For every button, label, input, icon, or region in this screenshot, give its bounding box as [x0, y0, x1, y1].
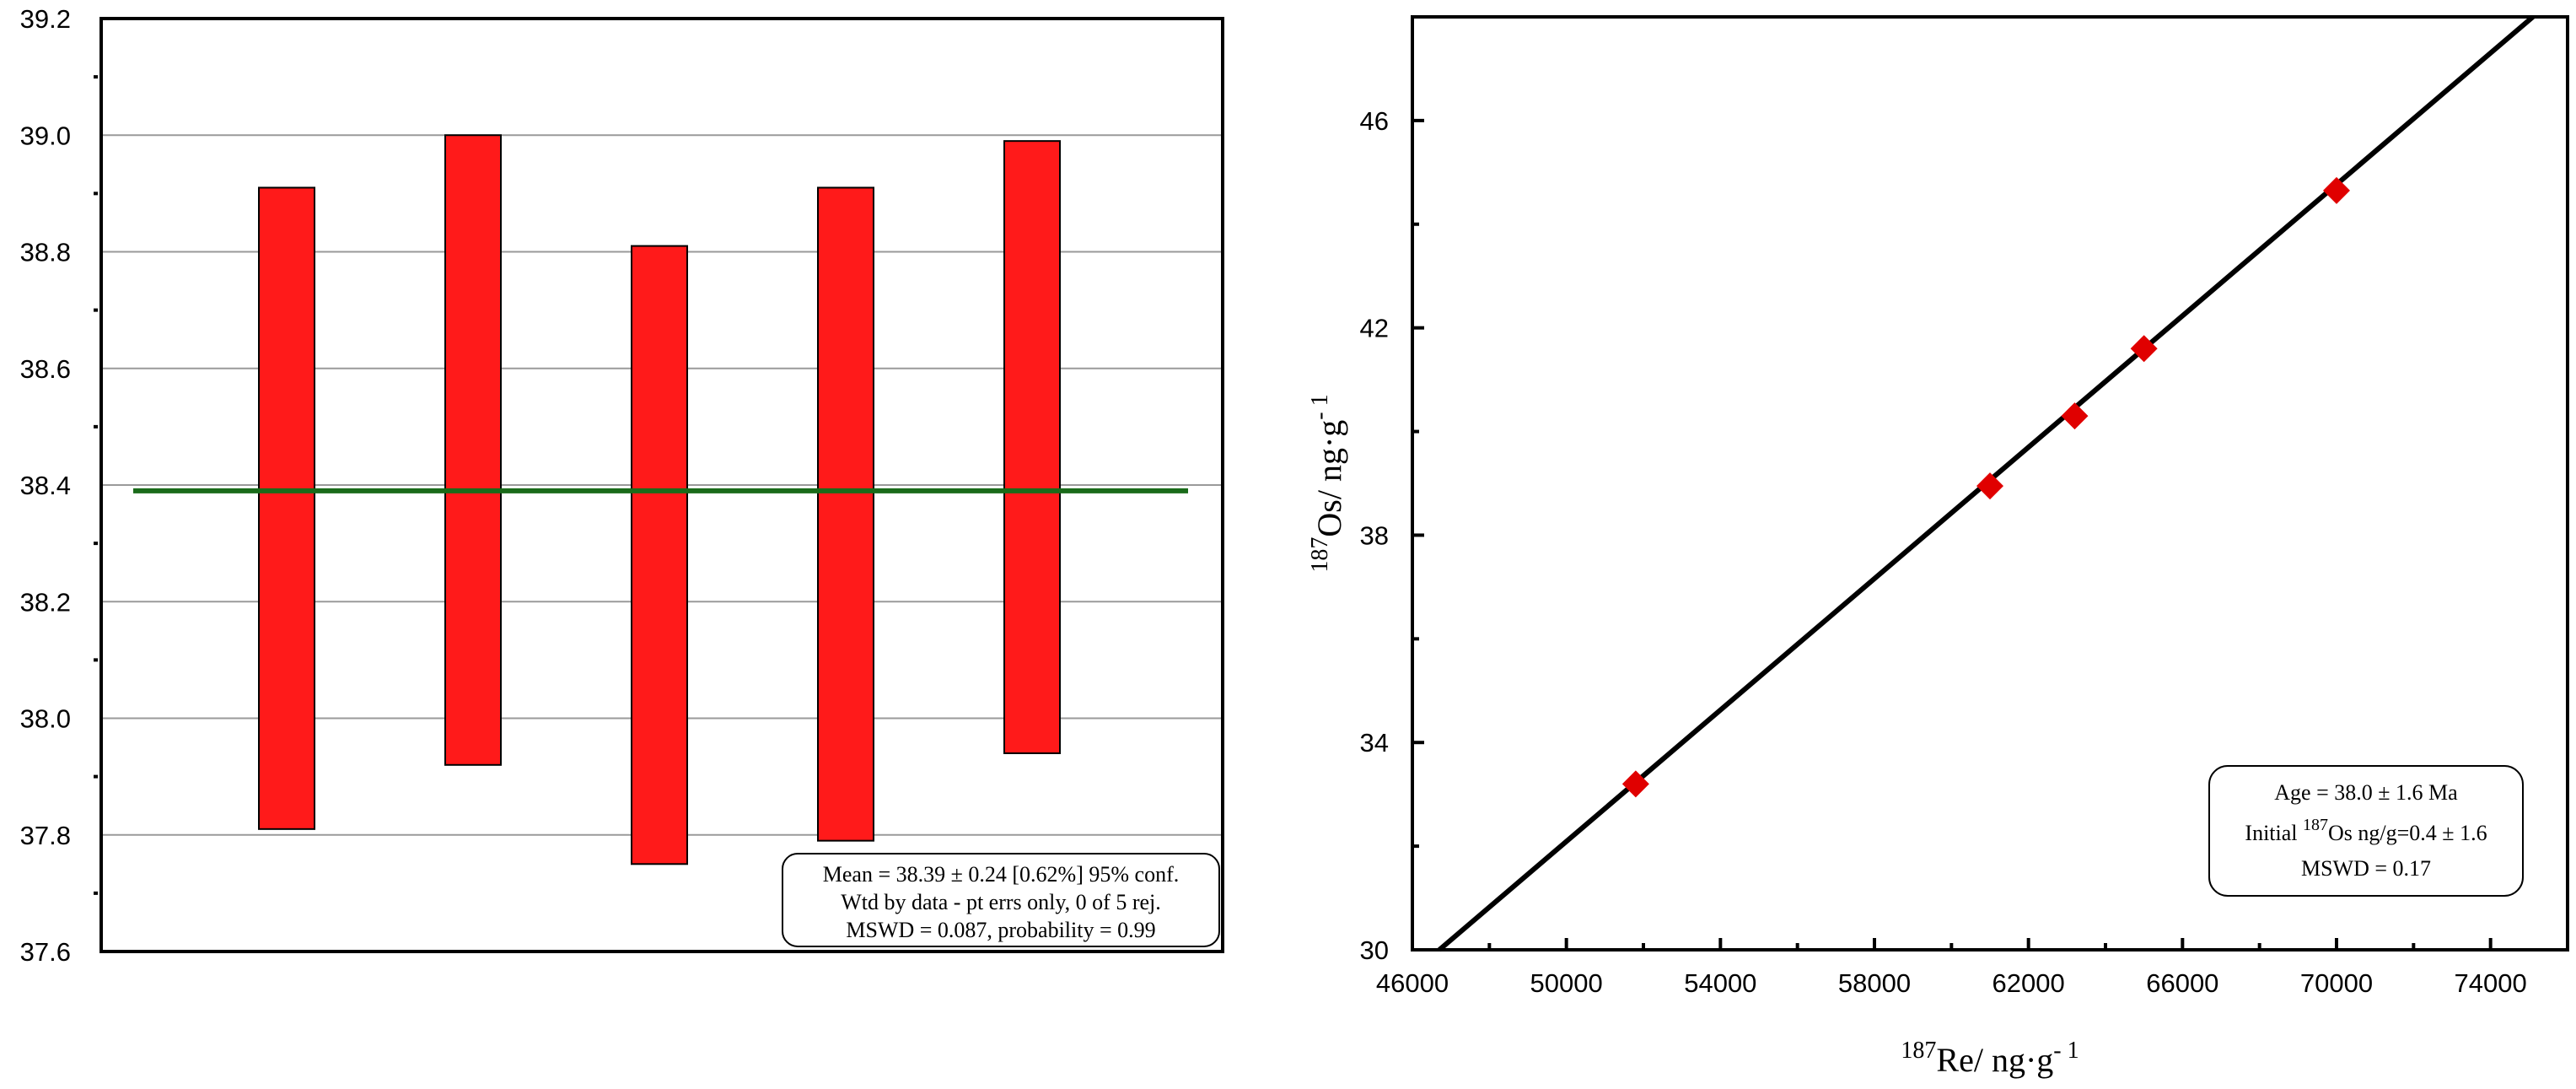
error-bar [444, 134, 502, 766]
left-plot-frame [99, 17, 1224, 953]
x-tick-label: 46000 [1376, 968, 1449, 998]
y-tick-label: 38.0 [20, 704, 71, 734]
annotation-weighting: Wtd by data - pt errs only, 0 of 5 rej. [841, 890, 1161, 914]
y-tick-label: 37.8 [20, 821, 71, 850]
y-tick-label: 42 [1360, 314, 1389, 343]
isochron-points [1621, 176, 2350, 798]
data-point [2061, 402, 2089, 430]
y-axis-title: 187Os/ ng·g- 1 [1307, 394, 1348, 572]
right-plot-frame [1411, 15, 2569, 952]
x-tick-label: 54000 [1684, 968, 1756, 998]
data-point [2323, 176, 2350, 204]
y-tick-label: 46 [1360, 106, 1389, 136]
left-annotation-box: Mean = 38.39 ± 0.24 [0.62%] 95% conf. Wt… [782, 853, 1220, 947]
x-tick-label: 58000 [1838, 968, 1911, 998]
y-tick-label: 38.8 [20, 238, 71, 267]
annotation-initial: Initial 187Os ng/g=0.4 ± 1.6 [2245, 816, 2487, 845]
right-ticks: 46000 50000 54000 58000 62000 66000 70000 74000… [1360, 106, 2527, 998]
annotation-mean: Mean = 38.39 ± 0.24 [0.62%] 95% conf. [823, 862, 1179, 887]
y-tick-label: 34 [1360, 728, 1389, 757]
error-bar [817, 186, 874, 842]
y-tick-label: 30 [1360, 935, 1389, 965]
x-tick-label: 66000 [2146, 968, 2218, 998]
y-tick-label: 38.2 [20, 587, 71, 617]
y-tick-label: 39.0 [20, 121, 71, 150]
y-tick-label: 37.6 [20, 937, 71, 967]
annotation-mswd: MSWD = 0.087, probability = 0.99 [846, 918, 1155, 942]
y-tick-label: 39.2 [20, 4, 71, 34]
y-tick-label: 38.4 [20, 471, 71, 500]
x-axis-title: 187Re/ ng·g- 1 [1901, 1038, 2079, 1079]
y-tick-label: 38.6 [20, 354, 71, 384]
left-y-ticks: 37.6 37.8 38.0 38.2 38.4 38.6 38.8 39.0 39.2 [20, 4, 98, 967]
annotation-iso-mswd: MSWD = 0.17 [2301, 856, 2431, 881]
error-bar [631, 245, 688, 865]
data-point [2130, 335, 2158, 363]
data-point [1621, 770, 1649, 798]
error-bar [1003, 140, 1061, 754]
data-point [1976, 472, 2003, 500]
x-tick-label: 62000 [1993, 968, 2065, 998]
error-bar [258, 186, 315, 830]
annotation-age: Age = 38.0 ± 1.6 Ma [2274, 780, 2458, 805]
isochron-chart: 46000 50000 54000 58000 62000 66000 70000 74000… [1307, 14, 2569, 1079]
left-bars [258, 134, 1061, 865]
x-tick-label: 74000 [2455, 968, 2527, 998]
weighted-mean-chart: 37.6 37.8 38.0 38.2 38.4 38.6 38.8 39.0 39.2 Mea… [20, 4, 1224, 967]
x-tick-label: 70000 [2300, 968, 2373, 998]
right-annotation-box: Age = 38.0 ± 1.6 Ma Initial 187Os ng/g=0… [2208, 765, 2524, 897]
x-tick-label: 50000 [1530, 968, 1603, 998]
y-tick-label: 38 [1360, 520, 1389, 550]
